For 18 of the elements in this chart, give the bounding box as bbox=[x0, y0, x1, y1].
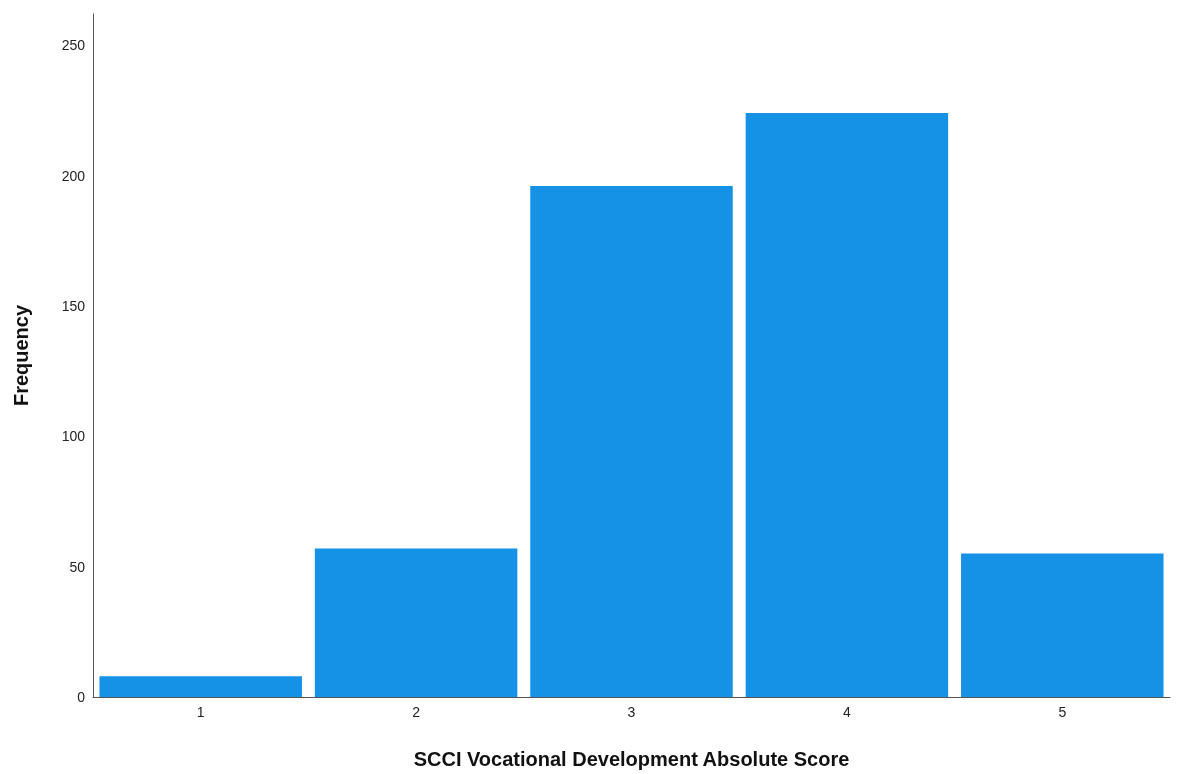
x-tick-label: 2 bbox=[412, 704, 421, 720]
y-tick-label: 100 bbox=[61, 428, 86, 445]
bar bbox=[99, 676, 302, 697]
y-tick-label: 250 bbox=[61, 37, 86, 54]
bar bbox=[314, 548, 518, 697]
y-axis-title: Frequency bbox=[10, 304, 32, 407]
x-axis-title: SCCI Vocational Development Absolute Score bbox=[413, 748, 850, 770]
y-tick-label: 150 bbox=[61, 297, 86, 314]
bar bbox=[530, 186, 733, 697]
x-tick-label: 3 bbox=[627, 704, 636, 720]
bar bbox=[745, 113, 949, 697]
y-tick-label: 0 bbox=[77, 689, 86, 705]
y-tick-label: 200 bbox=[61, 167, 86, 184]
x-tick-label: 5 bbox=[1058, 704, 1067, 720]
x-tick-label: 1 bbox=[196, 704, 205, 720]
y-tick-label: 50 bbox=[69, 558, 86, 575]
bar bbox=[961, 553, 1164, 697]
x-tick-label: 4 bbox=[843, 704, 851, 720]
